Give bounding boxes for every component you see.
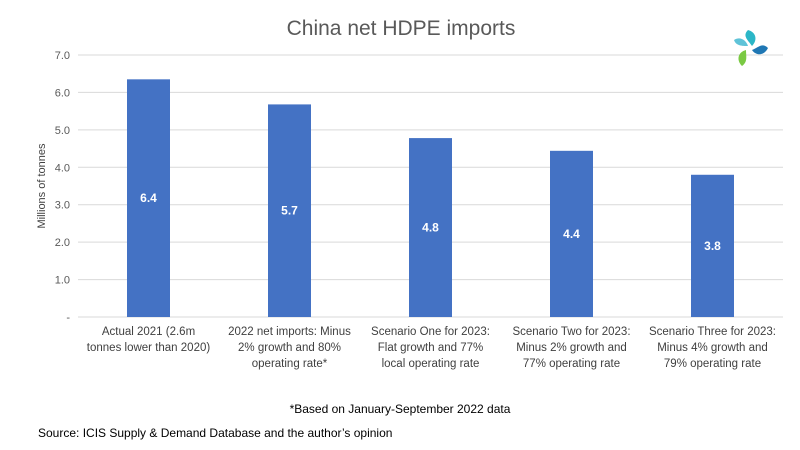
category-label: Scenario One for 2023: Flat growth and 77… bbox=[371, 326, 490, 370]
data-label: 6.4 bbox=[140, 191, 157, 205]
data-label: 3.8 bbox=[704, 239, 721, 253]
bar bbox=[268, 104, 311, 317]
chart-title: China net HDPE imports bbox=[287, 17, 516, 40]
y-tick-label: 6.0 bbox=[55, 87, 70, 99]
data-labels: 6.4 5.7 4.8 4.4 3.8 bbox=[140, 191, 721, 253]
y-tick-label: 4.0 bbox=[55, 162, 70, 174]
icis-logo-icon bbox=[734, 30, 768, 66]
y-tick-label: 2.0 bbox=[55, 237, 70, 249]
y-tick-label: 1.0 bbox=[55, 275, 70, 287]
source-note: Source: ICIS Supply & Demand Database an… bbox=[38, 426, 393, 440]
y-tick-label: 3.0 bbox=[55, 200, 70, 212]
category-labels: Actual 2021 (2.6m tonnes lower than 2020)… bbox=[87, 326, 776, 370]
category-label: Scenario Three for 2023: Minus 4% growth … bbox=[649, 326, 776, 370]
data-label: 5.7 bbox=[281, 204, 298, 218]
footnote: *Based on January-September 2022 data bbox=[289, 402, 511, 416]
data-label: 4.8 bbox=[422, 221, 439, 235]
bar bbox=[550, 150, 593, 317]
data-label: 4.4 bbox=[563, 227, 580, 241]
category-label: Actual 2021 (2.6m tonnes lower than 2020) bbox=[87, 326, 211, 354]
category-label: 2022 net imports: Minus 2% growth and 80%… bbox=[228, 326, 351, 370]
bar bbox=[691, 174, 734, 317]
bar bbox=[127, 79, 170, 317]
bars bbox=[127, 79, 734, 317]
y-tick-label: - bbox=[66, 312, 70, 324]
category-label: Scenario Two for 2023: Minus 2% growth an… bbox=[512, 326, 630, 370]
y-axis-label: Millions of tonnes bbox=[36, 143, 48, 228]
y-tick-label: 7.0 bbox=[55, 50, 70, 62]
y-axis-ticks: - 1.0 2.0 3.0 4.0 5.0 6.0 7.0 bbox=[55, 50, 71, 324]
y-tick-label: 5.0 bbox=[55, 125, 70, 137]
bar bbox=[409, 138, 452, 317]
